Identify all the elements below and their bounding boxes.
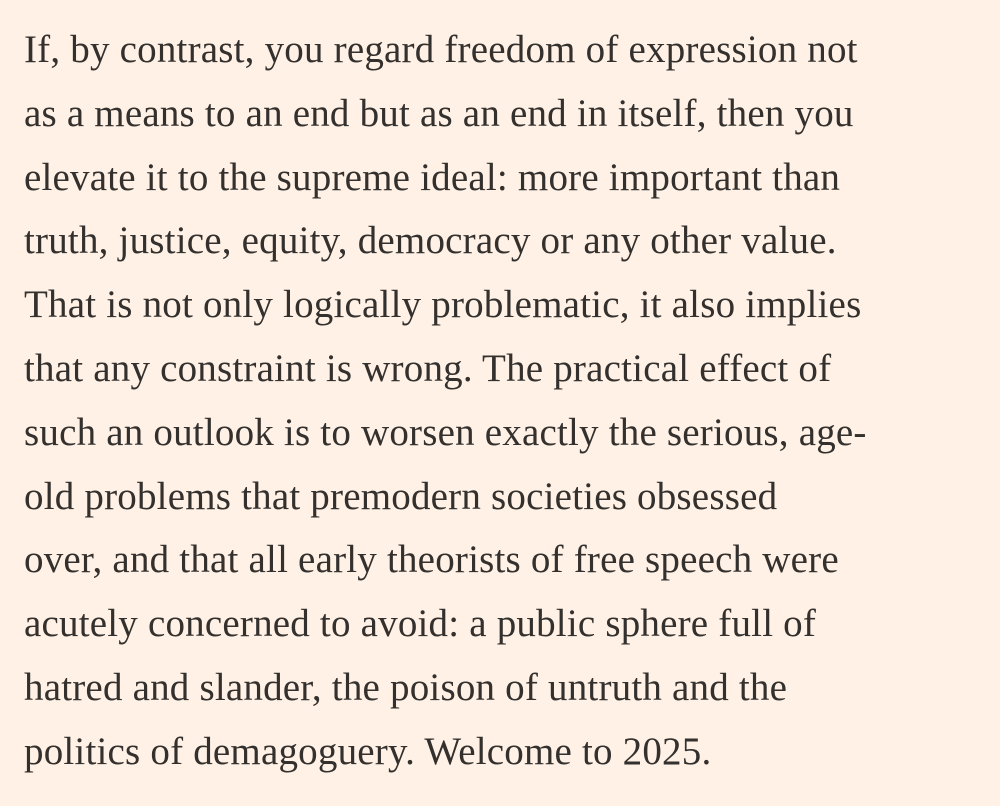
- text-line: That is not only logically problematic, …: [24, 283, 862, 327]
- text-line: over, and that all early theorists of fr…: [24, 538, 839, 582]
- text-line: as a means to an end but as an end in it…: [24, 91, 854, 135]
- text-line: If, by contrast, you regard freedom of e…: [24, 28, 858, 71]
- text-line: acutely concerned to avoid: a public sph…: [24, 602, 817, 646]
- text-line: elevate it to the supreme ideal: more im…: [24, 155, 841, 199]
- text-line: old problems that premodern societies ob…: [24, 474, 778, 518]
- text-line: politics of demagoguery. Welcome to 2025…: [24, 729, 712, 773]
- text-line: hatred and slander, the poison of untrut…: [24, 666, 788, 709]
- text-line: truth, justice, equity, democracy or any…: [24, 219, 837, 263]
- text-line: that any constraint is wrong. The practi…: [24, 347, 832, 390]
- text-line: such an outlook is to worsen exactly the…: [24, 410, 867, 454]
